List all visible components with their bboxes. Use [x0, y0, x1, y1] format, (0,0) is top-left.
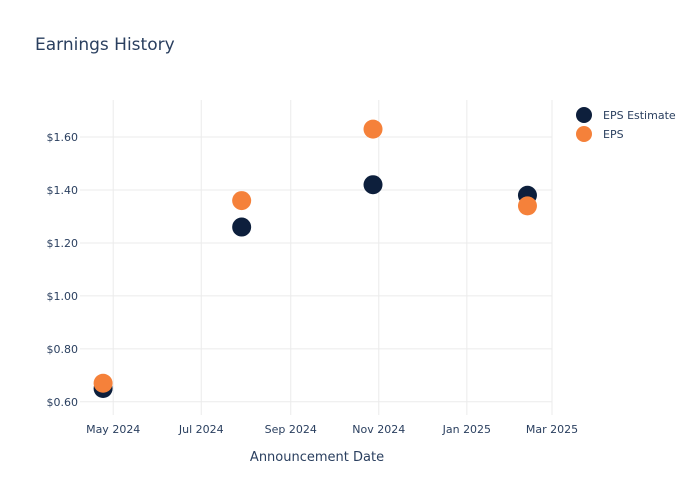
y-tick-label: $0.80: [47, 343, 79, 356]
legend-item[interactable]: EPS: [576, 126, 624, 142]
series-eps-estimate: [93, 175, 537, 399]
data-point[interactable]: [232, 191, 252, 211]
y-tick-label: $0.60: [47, 396, 79, 409]
legend-item[interactable]: EPS Estimate: [576, 107, 676, 123]
y-tick-label: $1.60: [47, 131, 79, 144]
y-axis-ticks: $0.60 $0.80 $1.00 $1.20 $1.40 $1.60: [47, 131, 79, 409]
data-points: [93, 119, 537, 399]
legend[interactable]: EPS Estimate EPS: [576, 107, 676, 142]
x-axis-ticks: May 2024 Jul 2024 Sep 2024 Nov 2024 Jan 2025…: [86, 423, 578, 436]
y-tick-label: $1.40: [47, 184, 79, 197]
x-axis-title: Announcement Date: [250, 450, 384, 465]
y-tick-label: $1.20: [47, 237, 79, 250]
x-tick-label: Nov 2024: [352, 423, 405, 436]
legend-label: EPS Estimate: [603, 109, 676, 122]
data-point[interactable]: [363, 175, 383, 195]
legend-marker: [576, 107, 592, 123]
x-tick-label: Jul 2024: [178, 423, 224, 436]
x-tick-label: Jan 2025: [442, 423, 491, 436]
data-point[interactable]: [93, 373, 113, 393]
legend-label: EPS: [603, 128, 624, 141]
legend-marker: [576, 126, 592, 142]
grid: [80, 100, 553, 415]
data-point[interactable]: [363, 119, 383, 139]
x-tick-label: Sep 2024: [265, 423, 317, 436]
chart-title: Earnings History: [35, 35, 175, 55]
y-tick-label: $1.00: [47, 290, 79, 303]
series-eps: [93, 119, 537, 393]
x-tick-label: Mar 2025: [526, 423, 578, 436]
x-tick-label: May 2024: [86, 423, 140, 436]
data-point[interactable]: [232, 217, 252, 237]
data-point[interactable]: [517, 196, 537, 216]
